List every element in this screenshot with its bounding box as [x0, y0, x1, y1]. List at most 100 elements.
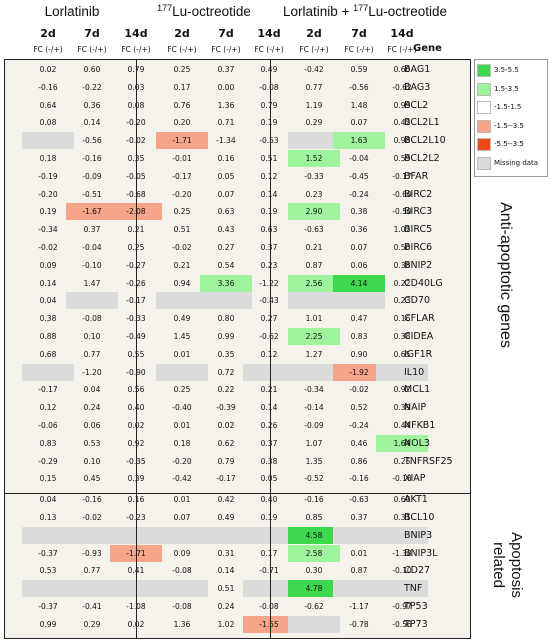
- fold-change-cell: -0.10: [82, 260, 102, 270]
- group-title-pre: Lorlatinib +: [282, 4, 354, 19]
- fold-change-cell: 0.49: [260, 65, 278, 74]
- legend-swatch: [477, 101, 491, 114]
- gene-label: CD40LG: [404, 277, 443, 289]
- fc-subheader: FC (-/+): [77, 45, 107, 54]
- fold-change-cell: 0.63: [217, 207, 235, 217]
- fold-change-cell: 0.22: [393, 278, 411, 288]
- fold-change-cell: -0.19: [38, 171, 58, 181]
- fold-change-cell: [66, 580, 118, 598]
- fold-change-cell: 0.25: [173, 65, 191, 74]
- fold-change-cell: 2.56: [288, 274, 340, 292]
- fold-change-cell: 0.98: [393, 136, 411, 146]
- fold-change-cell: -0.51: [82, 189, 102, 199]
- fold-change-cell: 1.45: [173, 332, 191, 341]
- group-title-pre: Lorlatinib: [44, 4, 100, 19]
- fold-change-cell: 1.27: [305, 349, 323, 359]
- fold-change-cell: 0.77: [305, 82, 323, 92]
- fold-change-cell: 0.79: [110, 61, 162, 78]
- fold-change-cell: -0.14: [304, 403, 324, 413]
- fold-change-cell: 0.31: [217, 548, 235, 558]
- fold-change-cell: -1.20: [82, 367, 102, 377]
- fold-change-cell: -0.20: [38, 189, 58, 199]
- fold-change-cell: 0.51: [260, 154, 278, 163]
- fold-change-cell: -0.33: [304, 171, 324, 181]
- fold-change-cell: 0.17: [260, 548, 278, 558]
- fold-change-cell: [200, 526, 252, 544]
- gene-label: TNFRSF25: [404, 455, 453, 467]
- fold-change-cell: 0.02: [217, 421, 235, 430]
- fold-change-cell: -0.04: [82, 243, 102, 252]
- fold-change-cell: -0.37: [38, 548, 58, 558]
- fold-change-cell: -0.20: [172, 189, 192, 199]
- fold-change-cell: 1.07: [305, 438, 323, 448]
- legend-entry: -1.5--3.5: [477, 119, 547, 133]
- fold-change-cell: 4.58: [288, 526, 340, 544]
- fold-change-cell: 1.47: [83, 278, 101, 288]
- fold-change-cell: -0.56: [392, 619, 412, 629]
- fold-change-cell: 0.14: [39, 278, 57, 288]
- fc-subheader: FC (-/+): [167, 45, 197, 54]
- fold-change-cell: 0.21: [305, 243, 323, 252]
- gene-label: NFKB1: [404, 420, 436, 431]
- fold-change-cell: 0.37: [260, 438, 278, 448]
- fold-change-cell: 0.45: [83, 474, 101, 484]
- fold-change-cell: 0.19: [260, 513, 278, 522]
- fold-change-cell: 0.59: [350, 65, 368, 74]
- fold-change-cell: 0.37: [350, 513, 368, 522]
- fold-change-cell: 0.05: [217, 171, 235, 181]
- day-header: 14d: [124, 27, 148, 40]
- day-header: 14d: [257, 27, 281, 40]
- fold-change-cell: -0.29: [38, 456, 58, 466]
- gene-label: NAIP: [404, 402, 427, 414]
- fold-change-cell: -0.63: [304, 225, 324, 235]
- fold-change-cell: 0.65: [393, 349, 411, 359]
- fold-change-cell: 0.38: [350, 207, 368, 217]
- fold-change-cell: 0.42: [217, 495, 235, 505]
- fold-change-cell: 0.60: [393, 495, 411, 505]
- fold-change-cell: 0.13: [39, 513, 57, 522]
- fold-change-cell: 0.99: [39, 619, 57, 629]
- fold-change-cell: 0.50: [393, 243, 411, 252]
- fold-change-cell: 0.07: [173, 513, 191, 522]
- group-title-lorlatinib: Lorlatinib: [8, 4, 136, 19]
- fold-change-cell: 0.26: [260, 421, 278, 430]
- fold-change-cell: -0.09: [304, 421, 324, 430]
- fold-change-cell: 0.38: [393, 332, 411, 341]
- fold-change-cell: -0.43: [259, 296, 279, 306]
- fold-change-cell: 0.09: [39, 260, 57, 270]
- fold-change-cell: [333, 526, 385, 544]
- fold-change-cell: 0.29: [305, 118, 323, 128]
- day-header: 7d: [351, 27, 367, 40]
- section-label-text: Anti-apoptotic genes: [497, 202, 514, 348]
- fold-change-cell: -0.02: [349, 385, 369, 395]
- fold-change-cell: -0.39: [216, 403, 236, 413]
- fold-change-cell: [22, 363, 74, 381]
- legend-entry: Missing data: [477, 156, 547, 170]
- legend-entry: 1.5-3.5: [477, 82, 547, 96]
- fold-change-cell: 0.83: [350, 332, 368, 341]
- fold-change-cell: -0.62: [392, 82, 412, 92]
- fold-change-cell: -0.45: [349, 171, 369, 181]
- fold-change-cell: 0.10: [83, 332, 101, 341]
- fold-change-cell: [376, 526, 428, 544]
- fold-change-cell: 0.24: [83, 403, 101, 413]
- legend-entry: 3.5-5.5: [477, 63, 547, 77]
- fold-change-cell: -0.24: [349, 421, 369, 430]
- fold-change-cell: 3.36: [200, 274, 252, 292]
- legend-swatch: [477, 138, 491, 151]
- gene-label: BIRC6: [404, 242, 433, 253]
- gene-label: BAG1: [404, 64, 431, 75]
- fc-subheader: FC (-/+): [33, 45, 63, 54]
- legend-swatch: [477, 82, 491, 96]
- fold-change-cell: [333, 580, 385, 598]
- fold-change-cell: -0.06: [38, 421, 58, 430]
- fold-change-cell: [66, 292, 118, 310]
- fold-change-cell: 0.08: [39, 118, 57, 128]
- fold-change-cell: -0.04: [349, 154, 369, 163]
- fold-change-cell: 0.90: [350, 349, 368, 359]
- fold-change-cell: 0.02: [110, 616, 162, 633]
- day-header: 7d: [218, 27, 234, 40]
- fold-change-cell: 0.54: [217, 260, 235, 270]
- legend-swatch: [477, 64, 491, 77]
- fold-change-cell: 0.53: [39, 566, 57, 576]
